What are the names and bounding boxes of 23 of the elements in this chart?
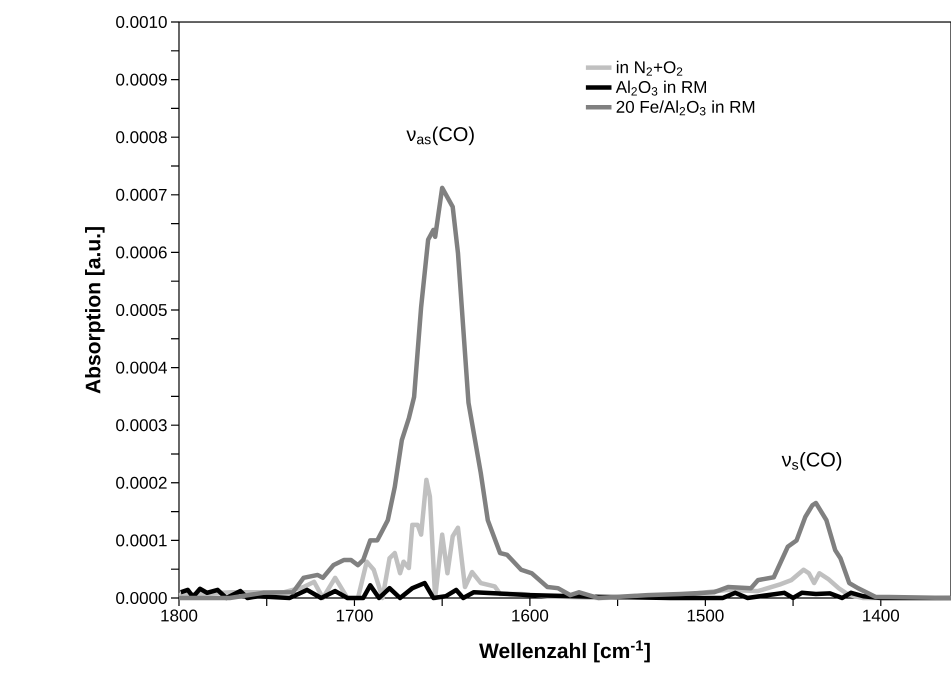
x-tick-label: 1700 bbox=[336, 610, 373, 622]
x-axis-title: Wellenzahl [cm$^{-1}$] bbox=[479, 640, 650, 662]
x-tick-label: 1400 bbox=[863, 610, 900, 622]
x-tick-label: 1500 bbox=[688, 610, 724, 622]
y-tick-label: 0.0004 bbox=[116, 362, 167, 374]
y-tick-label: 0.0006 bbox=[116, 246, 167, 258]
y-tick-label: 0.0007 bbox=[116, 188, 167, 201]
y-tick-label: 0.0001 bbox=[116, 534, 167, 546]
x-tick-label: 1800 bbox=[161, 610, 198, 622]
y-axis-title: Absorption [a.u.] bbox=[85, 227, 105, 394]
y-tick-label: 0.0000 bbox=[116, 592, 167, 604]
annotation: ν$_{s}$(CO) bbox=[782, 452, 842, 471]
annotation: ν$_{as}$(CO) bbox=[406, 126, 474, 146]
y-tick-label: 0.0003 bbox=[116, 419, 167, 432]
y-tick-label: 0.0009 bbox=[116, 74, 167, 86]
legend-label: 20 Fe/Al$_{2}$O$_{3}$ in RM bbox=[616, 100, 754, 116]
y-tick-label: 0.0008 bbox=[116, 131, 167, 144]
legend-label: in N$_{2}$+O$_{2}$ bbox=[616, 60, 682, 76]
x-tick-label: 1600 bbox=[512, 610, 548, 622]
y-tick-label: 0.0002 bbox=[116, 476, 167, 489]
legend-label: Al$_{2}$O$_{3}$ in RM bbox=[616, 80, 706, 96]
y-tick-label: 0.0005 bbox=[116, 304, 167, 316]
y-tick-label: 0.0010 bbox=[116, 16, 167, 28]
